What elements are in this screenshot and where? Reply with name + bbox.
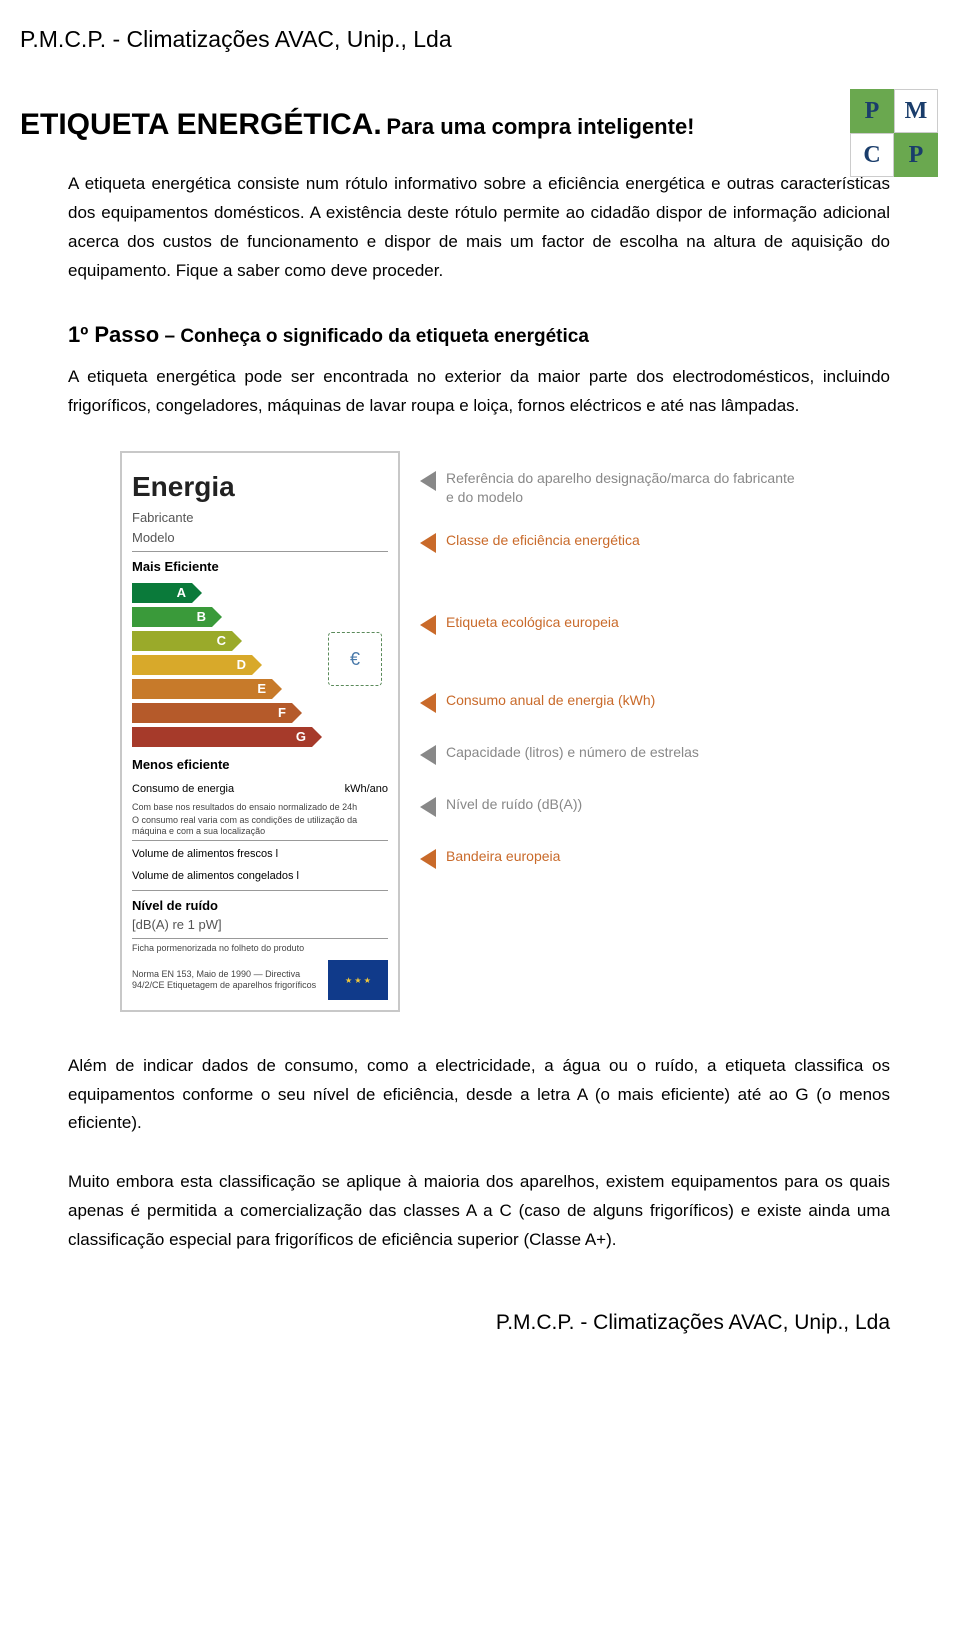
- header-company: P.M.C.P. - Climatizações AVAC, Unip., Ld…: [20, 20, 890, 59]
- annotation-5: Nível de ruído (dB(A)): [420, 795, 800, 847]
- arrow-left-icon: [420, 693, 436, 713]
- label-vol-cong: Volume de alimentos congelados l: [132, 867, 388, 886]
- label-mais-eficiente: Mais Eficiente: [132, 556, 388, 578]
- ecolabel-icon: €: [328, 632, 382, 686]
- label-ficha-note: Ficha pormenorizada no folheto do produt…: [132, 943, 388, 954]
- title-row: ETIQUETA ENERGÉTICA. Para uma compra int…: [20, 99, 890, 150]
- bar-a: A: [132, 583, 192, 603]
- arrow-left-icon: [420, 471, 436, 491]
- annotation-text: Classe de eficiência energética: [446, 531, 640, 550]
- label-ruido-unit: [dB(A) re 1 pW]: [132, 917, 388, 934]
- step1-paragraph: A etiqueta energética pode ser encontrad…: [68, 363, 890, 421]
- label-consumo-left: Consumo de energia: [132, 780, 234, 799]
- bar-f: F: [132, 703, 292, 723]
- subtitle: Para uma compra inteligente!: [386, 114, 694, 139]
- bar-b: B: [132, 607, 212, 627]
- annotation-text: Etiqueta ecológica europeia: [446, 613, 619, 632]
- arrow-left-icon: [420, 797, 436, 817]
- annotation-2: Etiqueta ecológica europeia: [420, 613, 800, 691]
- eu-flag-icon: [328, 960, 388, 1000]
- label-modelo: Modelo: [132, 530, 388, 547]
- after-paragraph-2: Muito embora esta classificação se apliq…: [68, 1168, 890, 1255]
- annotation-3: Consumo anual de energia (kWh): [420, 691, 800, 743]
- annotation-text: Nível de ruído (dB(A)): [446, 795, 582, 814]
- divider: [132, 938, 388, 939]
- label-consumo-note2: O consumo real varia com as condições de…: [132, 815, 388, 837]
- arrow-left-icon: [420, 745, 436, 765]
- divider: [132, 840, 388, 841]
- step1-label-rest: – Conheça o significado da etiqueta ener…: [159, 326, 589, 347]
- bar-e: E: [132, 679, 272, 699]
- bar-d: D: [132, 655, 252, 675]
- efficiency-bars: A B C D E F G €: [132, 582, 388, 748]
- divider: [132, 890, 388, 891]
- logo-quadrant-c: C: [850, 133, 894, 177]
- logo-quadrant-m: M: [894, 89, 938, 133]
- annotations-column: Referência do aparelho designação/marca …: [420, 451, 800, 887]
- annotation-text: Bandeira europeia: [446, 847, 560, 866]
- logo-quadrant-p: P: [850, 89, 894, 133]
- label-consumo-row: Consumo de energia kWh/ano: [132, 780, 388, 799]
- arrow-left-icon: [420, 849, 436, 869]
- annotation-text: Capacidade (litros) e número de estrelas: [446, 743, 699, 762]
- logo-quadrant-p2: P: [894, 133, 938, 177]
- annotation-6: Bandeira europeia: [420, 847, 800, 887]
- annotation-1: Classe de eficiência energética: [420, 531, 800, 613]
- label-norma-note: Norma EN 153, Maio de 1990 — Directiva 9…: [132, 969, 320, 991]
- main-title: ETIQUETA ENERGÉTICA.: [20, 108, 382, 141]
- label-nivel-ruido: Nível de ruído: [132, 895, 388, 917]
- annotation-text: Referência do aparelho designação/marca …: [446, 469, 800, 507]
- after-paragraph-1: Além de indicar dados de consumo, como a…: [68, 1052, 890, 1139]
- energy-label-card: Energia Fabricante Modelo Mais Eficiente…: [120, 451, 400, 1012]
- bar-c: C: [132, 631, 232, 651]
- divider: [132, 551, 388, 552]
- annotation-0: Referência do aparelho designação/marca …: [420, 469, 800, 531]
- label-menos-eficiente: Menos eficiente: [132, 754, 388, 776]
- label-vol-frescos: Volume de alimentos frescos l: [132, 845, 388, 864]
- arrow-left-icon: [420, 615, 436, 635]
- bar-g: G: [132, 727, 312, 747]
- step1-label-big: 1º Passo: [68, 322, 159, 347]
- footer-company: P.M.C.P. - Climatizações AVAC, Unip., Ld…: [20, 1305, 890, 1341]
- arrow-left-icon: [420, 533, 436, 553]
- label-consumo-right: kWh/ano: [345, 780, 388, 799]
- intro-paragraph: A etiqueta energética consiste num rótul…: [68, 170, 890, 286]
- label-flag-row: Norma EN 153, Maio de 1990 — Directiva 9…: [132, 960, 388, 1000]
- step1-heading: 1º Passo – Conheça o significado da etiq…: [68, 316, 890, 353]
- annotation-4: Capacidade (litros) e número de estrelas: [420, 743, 800, 795]
- energy-label-figure: Energia Fabricante Modelo Mais Eficiente…: [120, 451, 890, 1012]
- logo-pmcp: P M C P: [850, 89, 940, 179]
- label-fabricante: Fabricante: [132, 510, 388, 527]
- annotation-text: Consumo anual de energia (kWh): [446, 691, 655, 710]
- label-energia-title: Energia: [132, 463, 388, 511]
- label-consumo-note1: Com base nos resultados do ensaio normal…: [132, 802, 388, 813]
